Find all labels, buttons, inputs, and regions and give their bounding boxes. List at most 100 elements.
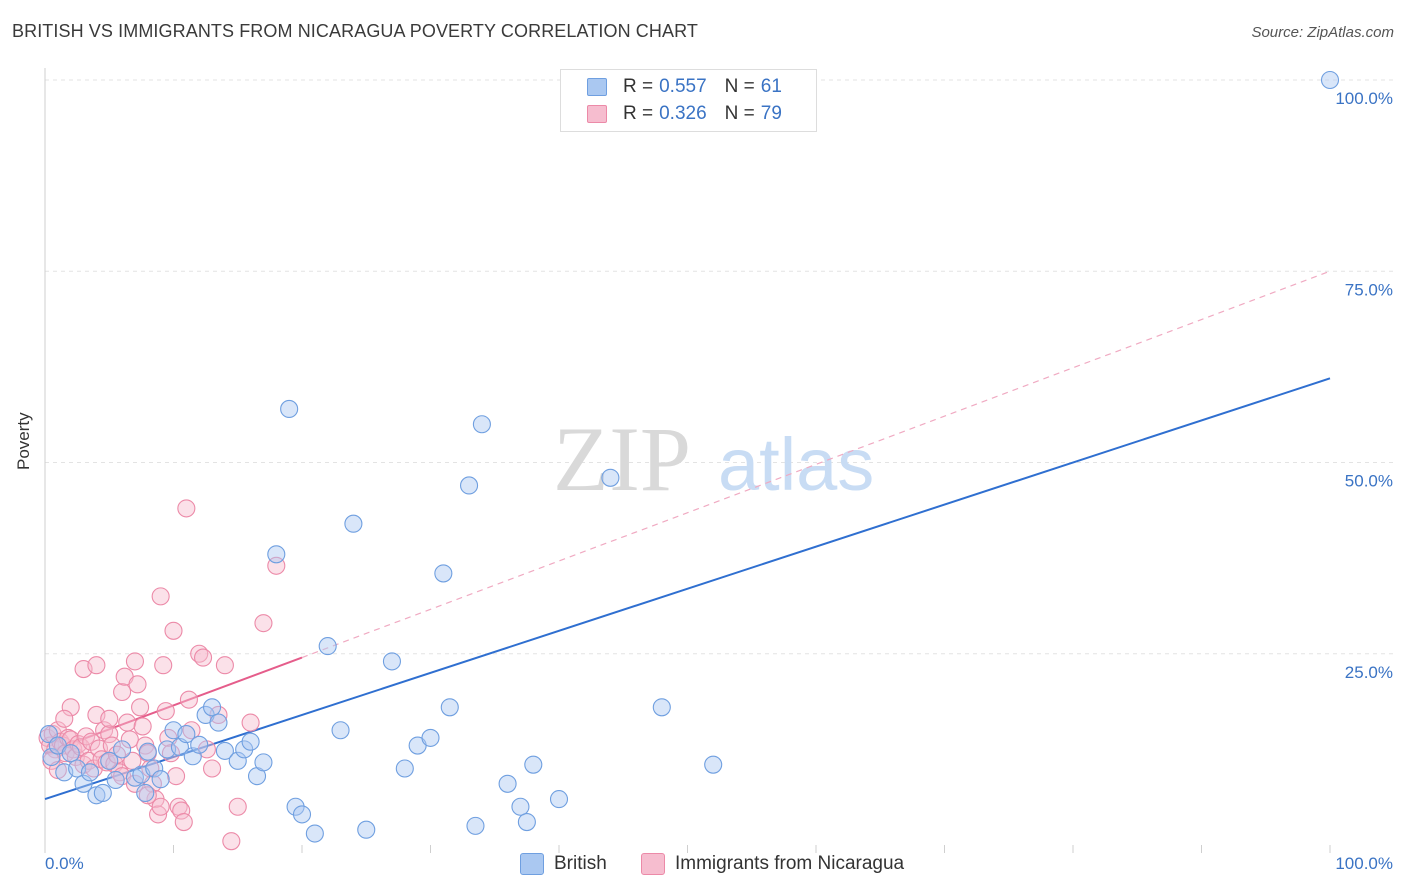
trend-line-nicaragua-extrapolated bbox=[301, 270, 1331, 659]
data-point-british bbox=[80, 763, 100, 782]
data-point-nicaragua bbox=[82, 732, 101, 751]
legend-r-label: R = bbox=[623, 76, 654, 97]
series-legend-label-nicaragua: Immigrants from Nicaragua bbox=[675, 853, 905, 874]
data-point-british bbox=[190, 735, 209, 754]
data-point-nicaragua bbox=[61, 698, 80, 717]
data-point-british bbox=[601, 468, 620, 487]
data-point-nicaragua bbox=[156, 702, 175, 721]
gridlines bbox=[45, 79, 1395, 655]
watermark-zip: ZIP bbox=[553, 408, 691, 510]
data-point-nicaragua bbox=[125, 652, 144, 671]
data-point-nicaragua bbox=[100, 709, 119, 728]
data-point-nicaragua bbox=[151, 797, 170, 816]
series-legend-label-british: British bbox=[554, 853, 607, 874]
data-point-british bbox=[138, 742, 157, 761]
british-points bbox=[39, 70, 1340, 843]
data-point-british bbox=[280, 399, 299, 419]
data-point-british bbox=[357, 820, 376, 839]
data-point-british bbox=[440, 698, 459, 717]
data-point-nicaragua bbox=[228, 797, 247, 816]
data-point-british bbox=[177, 725, 196, 744]
data-point-nicaragua bbox=[179, 690, 198, 709]
data-point-british bbox=[100, 751, 119, 770]
watermark-atlas: atlas bbox=[718, 423, 874, 506]
data-point-nicaragua bbox=[203, 759, 222, 778]
data-point-british bbox=[331, 721, 350, 740]
trend-line-nicaragua bbox=[44, 656, 303, 755]
data-point-british bbox=[305, 824, 324, 843]
data-point-british bbox=[61, 744, 80, 763]
y-tick-label: 100.0% bbox=[1335, 89, 1393, 108]
legend-r-value-british: 0.557 bbox=[659, 76, 707, 97]
series-legend-british[interactable]: British bbox=[520, 852, 607, 876]
legend-n-value-british: 61 bbox=[760, 76, 782, 97]
data-point-nicaragua bbox=[125, 774, 144, 793]
data-point-nicaragua bbox=[194, 648, 213, 667]
nicaragua-points bbox=[38, 499, 286, 851]
data-point-british bbox=[42, 747, 61, 767]
data-point-british bbox=[106, 770, 125, 790]
legend-n-label: N = bbox=[724, 76, 755, 97]
data-point-british bbox=[318, 637, 337, 656]
data-point-nicaragua bbox=[215, 656, 234, 675]
data-point-nicaragua bbox=[71, 738, 91, 757]
data-point-british bbox=[344, 514, 363, 533]
data-point-british bbox=[228, 751, 247, 770]
data-point-nicaragua bbox=[177, 499, 196, 518]
correlation-legend: R = 0.557 N = 61 R = 0.326 N = 79 bbox=[560, 69, 817, 132]
data-point-british bbox=[267, 545, 286, 564]
data-point-british bbox=[254, 753, 273, 772]
data-point-nicaragua bbox=[222, 832, 241, 851]
tick-labels: 25.0% 50.0% 75.0% 100.0% 0.0% 100.0% bbox=[45, 89, 1393, 873]
y-tick-label: 50.0% bbox=[1345, 472, 1393, 491]
data-point-british bbox=[459, 476, 479, 495]
data-point-british bbox=[183, 747, 202, 766]
data-point-nicaragua bbox=[77, 727, 96, 746]
data-point-british bbox=[209, 713, 228, 732]
data-point-nicaragua bbox=[102, 736, 121, 755]
data-point-british bbox=[652, 698, 671, 717]
data-point-british bbox=[549, 790, 569, 809]
legend-n-label: N = bbox=[724, 103, 755, 124]
data-point-nicaragua bbox=[42, 751, 61, 770]
data-point-british bbox=[466, 816, 485, 835]
data-point-nicaragua bbox=[164, 621, 183, 640]
legend-r-label: R = bbox=[623, 103, 654, 124]
data-point-british bbox=[203, 698, 222, 717]
data-point-british bbox=[292, 805, 312, 824]
data-point-british bbox=[704, 755, 723, 774]
data-point-nicaragua bbox=[174, 812, 193, 832]
data-point-nicaragua bbox=[131, 698, 150, 717]
data-point-british bbox=[1320, 70, 1340, 90]
series-legend-nicaragua[interactable]: Immigrants from Nicaragua bbox=[641, 852, 904, 876]
data-point-nicaragua bbox=[209, 705, 228, 725]
data-point-british bbox=[113, 740, 132, 759]
data-point-british bbox=[241, 732, 260, 751]
data-point-british bbox=[382, 652, 402, 671]
x-tick-label: 100.0% bbox=[1335, 854, 1393, 873]
trend-line-british bbox=[44, 377, 1331, 801]
data-point-british bbox=[498, 774, 517, 793]
y-tick-label: 75.0% bbox=[1345, 280, 1393, 299]
data-point-nicaragua bbox=[113, 682, 132, 702]
series-legend-swatch-british bbox=[520, 853, 544, 875]
data-point-nicaragua bbox=[128, 675, 147, 694]
data-point-nicaragua bbox=[241, 713, 260, 732]
data-point-british bbox=[421, 728, 440, 747]
data-point-british bbox=[286, 797, 305, 816]
data-point-british bbox=[511, 797, 530, 816]
legend-row-british: R = 0.557 N = 61 bbox=[587, 75, 782, 99]
data-point-nicaragua bbox=[167, 767, 186, 786]
axes bbox=[44, 68, 1331, 853]
data-point-nicaragua bbox=[138, 786, 157, 805]
data-point-british bbox=[151, 770, 170, 789]
data-point-nicaragua bbox=[254, 614, 273, 633]
data-point-british bbox=[524, 755, 543, 774]
data-point-nicaragua bbox=[154, 656, 173, 675]
data-point-british bbox=[93, 783, 112, 803]
data-point-nicaragua bbox=[120, 730, 139, 749]
data-point-british bbox=[434, 564, 453, 583]
y-tick-label: 25.0% bbox=[1345, 663, 1393, 682]
data-point-nicaragua bbox=[55, 709, 74, 728]
